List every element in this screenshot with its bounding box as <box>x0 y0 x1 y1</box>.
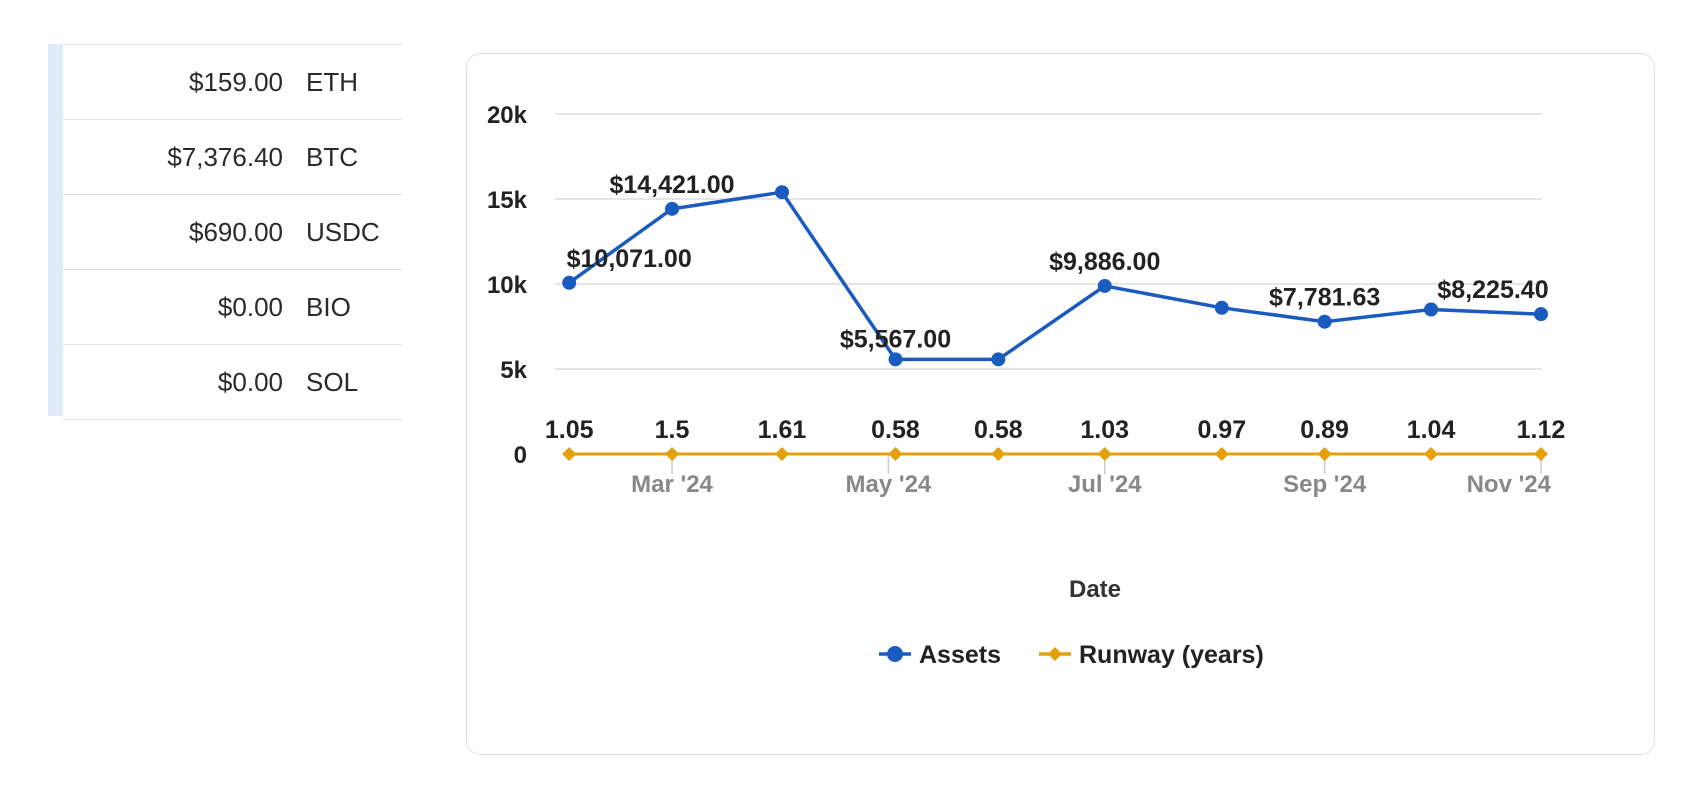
runway-data-label: 1.12 <box>1517 416 1566 444</box>
asset-value: $0.00 <box>217 367 283 397</box>
assets-data-label: $14,421.00 <box>609 171 734 199</box>
y-tick-label: 5k <box>500 357 527 384</box>
assets-data-label: $5,567.00 <box>840 325 951 353</box>
runway-data-label: 1.03 <box>1080 416 1129 444</box>
runway-point <box>1317 446 1332 461</box>
runway-data-label: 0.89 <box>1300 416 1349 444</box>
runway-point <box>774 446 789 461</box>
asset-value: $690.00 <box>189 217 283 247</box>
x-tick-label: Mar '24 <box>631 471 713 498</box>
assets-point <box>888 352 903 367</box>
assets-runway-chart: 0 5k 10k 15k 20k Mar '24 May '24 Jul '24 Sep '2… <box>487 102 1566 669</box>
assets-line <box>568 190 1542 362</box>
y-tick-label: 15k <box>487 187 528 214</box>
x-tick-label: Nov '24 <box>1467 471 1552 498</box>
y-tick-label: 10k <box>487 272 528 299</box>
assets-data-label: $9,886.00 <box>1049 248 1160 276</box>
asset-symbol: ETH <box>306 67 358 97</box>
runway-point <box>1214 446 1229 461</box>
assets-point <box>1097 278 1112 293</box>
selection-indicator <box>48 44 63 416</box>
legend-label: Assets <box>919 641 1001 669</box>
y-tick-label: 20k <box>487 102 528 129</box>
asset-row[interactable]: $0.00 BIO <box>63 269 402 344</box>
asset-value: $7,376.40 <box>167 142 283 172</box>
assets-point <box>1424 302 1439 317</box>
runway-point <box>991 446 1006 461</box>
runway-point <box>1097 446 1112 461</box>
runway-data-label: 1.04 <box>1407 416 1456 444</box>
runway-data-label: 0.58 <box>871 416 920 444</box>
runway-data-label: 0.97 <box>1197 416 1246 444</box>
assets-point <box>665 201 680 216</box>
assets-data-label: $10,071.00 <box>567 245 692 273</box>
runway-point <box>1534 446 1548 461</box>
x-tick-label: Jul '24 <box>1068 471 1142 498</box>
runway-point <box>665 446 680 461</box>
runway-point <box>1424 446 1439 461</box>
assets-point <box>774 185 789 200</box>
assets-data-label: $8,225.40 <box>1437 276 1548 304</box>
y-tick-label: 0 <box>514 442 527 469</box>
asset-value: $159.00 <box>189 67 283 97</box>
runway-data-label: 0.58 <box>974 416 1023 444</box>
asset-symbol: BIO <box>306 292 351 322</box>
runway-data-label: 1.61 <box>758 416 807 444</box>
runway-data-label: 1.5 <box>655 416 690 444</box>
asset-row[interactable]: $690.00 USDC <box>63 194 402 269</box>
assets-point <box>1534 307 1548 322</box>
legend-label: Runway (years) <box>1079 641 1264 669</box>
asset-value: $0.00 <box>217 292 283 322</box>
asset-symbol: BTC <box>306 142 358 172</box>
x-tick-label: Sep '24 <box>1283 471 1367 498</box>
asset-row[interactable]: $7,376.40 BTC <box>63 119 402 194</box>
x-tick-label: May '24 <box>846 471 932 498</box>
asset-row[interactable]: $0.00 SOL <box>63 344 402 420</box>
asset-symbol: USDC <box>306 217 380 247</box>
asset-table: $159.00 ETH $7,376.40 BTC $690.00 USDC $… <box>48 44 402 420</box>
runway-point <box>562 446 577 461</box>
asset-row[interactable]: $159.00 ETH <box>63 44 402 119</box>
x-axis-title: Date <box>1069 576 1121 603</box>
assets-point <box>991 352 1006 367</box>
chart-card: 0 5k 10k 15k 20k Mar '24 May '24 Jul '24 Sep '2… <box>466 53 1655 755</box>
legend-swatch-marker <box>887 646 903 662</box>
assets-point <box>562 275 577 290</box>
assets-point <box>1214 300 1229 315</box>
assets-data-label: $7,781.63 <box>1269 284 1380 312</box>
runway-data-label: 1.05 <box>545 416 594 444</box>
legend-swatch-marker <box>1048 647 1062 661</box>
asset-symbol: SOL <box>306 367 359 397</box>
runway-point <box>888 446 903 461</box>
assets-point <box>1317 314 1332 329</box>
